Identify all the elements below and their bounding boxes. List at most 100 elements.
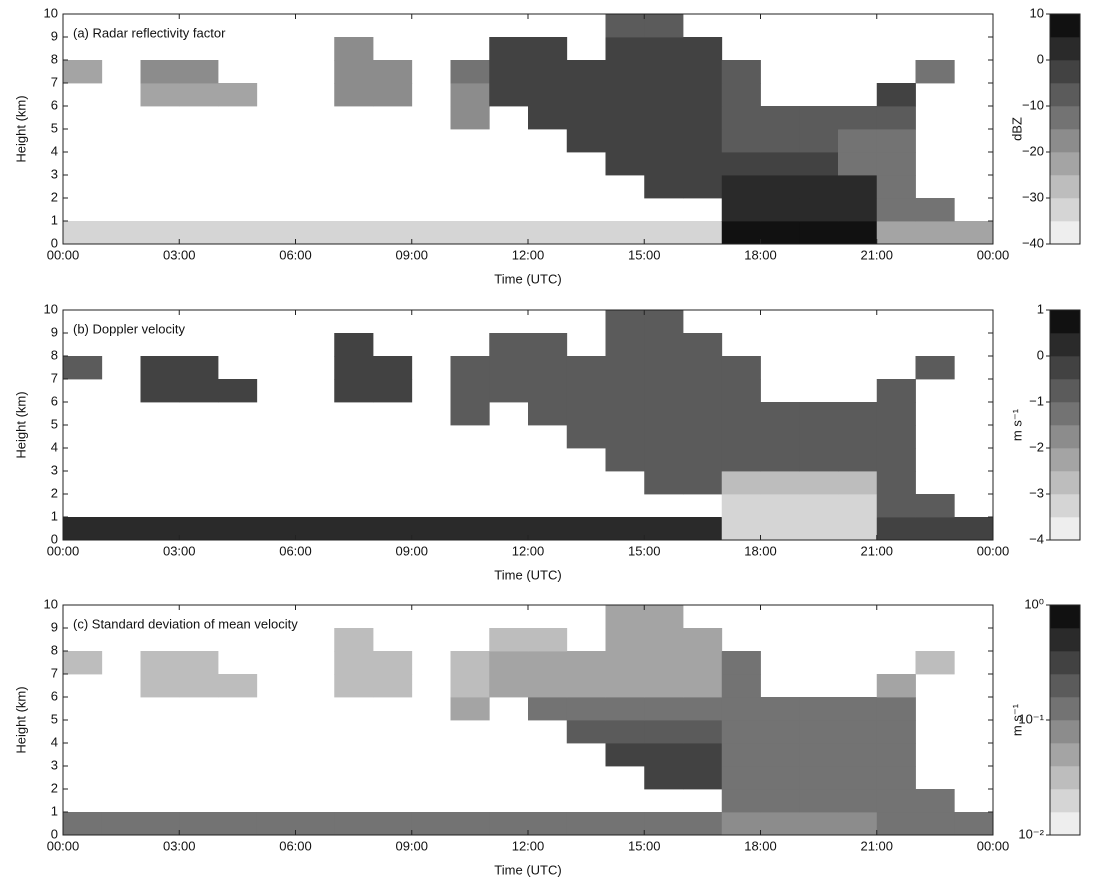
cell <box>489 83 529 107</box>
y-tick-label: 1 <box>51 508 58 523</box>
cell <box>721 471 761 495</box>
cell <box>915 494 955 518</box>
colorbar-step <box>1050 674 1080 698</box>
cell <box>528 812 568 836</box>
x-tick-label: 15:00 <box>628 247 661 262</box>
cell <box>799 129 839 153</box>
cell <box>566 402 606 426</box>
cell <box>605 310 645 334</box>
cell <box>605 129 645 153</box>
cell <box>683 152 723 176</box>
colorbar-step <box>1050 83 1080 107</box>
cell <box>876 425 916 449</box>
cell <box>644 697 684 721</box>
cell <box>334 812 374 836</box>
colorbar-step <box>1050 697 1080 721</box>
cell <box>566 221 606 245</box>
cell <box>334 37 374 61</box>
cell <box>876 812 916 836</box>
colorbar-tick-label: 10⁰ <box>1024 596 1044 611</box>
y-axis-label: Height (km) <box>13 686 28 753</box>
cell <box>566 106 606 130</box>
y-tick-label: 9 <box>51 619 58 634</box>
cell <box>876 106 916 130</box>
x-tick-label: 09:00 <box>395 543 428 558</box>
cell <box>838 812 878 836</box>
cell <box>799 517 839 541</box>
cell <box>179 221 219 245</box>
colorbar-step <box>1050 221 1080 245</box>
cell <box>373 651 413 675</box>
cell <box>334 83 374 107</box>
cell <box>101 517 141 541</box>
cell <box>334 379 374 403</box>
cell <box>140 60 180 84</box>
y-tick-label: 8 <box>51 51 58 66</box>
cell <box>566 379 606 403</box>
cell <box>179 517 219 541</box>
colorbar-step <box>1050 175 1080 199</box>
colorbar-step <box>1050 628 1080 652</box>
cell <box>760 221 800 245</box>
colorbar-step <box>1050 333 1080 357</box>
cell <box>838 152 878 176</box>
cell <box>760 175 800 199</box>
cell <box>295 517 335 541</box>
cell <box>799 720 839 744</box>
colorbar-frame <box>1049 309 1081 541</box>
cell <box>799 743 839 767</box>
cell <box>605 674 645 698</box>
cell <box>721 720 761 744</box>
y-tick-label: 6 <box>51 393 58 408</box>
colorbar-tick-label: −20 <box>1022 143 1044 158</box>
y-axis-label: Height (km) <box>13 391 28 458</box>
cell <box>838 106 878 130</box>
cell <box>63 356 103 380</box>
cell <box>63 221 103 245</box>
cell <box>605 697 645 721</box>
cell <box>644 14 684 38</box>
cell <box>683 766 723 790</box>
cell <box>838 402 878 426</box>
cell <box>140 356 180 380</box>
x-tick-label: 15:00 <box>628 543 661 558</box>
cell <box>605 743 645 767</box>
y-tick-label: 10 <box>44 5 58 20</box>
x-axis-label: Time (UTC) <box>494 567 561 582</box>
cell <box>760 766 800 790</box>
cell <box>799 812 839 836</box>
cell <box>683 448 723 472</box>
y-tick-label: 5 <box>51 120 58 135</box>
cell <box>760 720 800 744</box>
cell <box>915 198 955 222</box>
cell <box>605 356 645 380</box>
cell <box>683 425 723 449</box>
y-tick-label: 7 <box>51 370 58 385</box>
y-tick-label: 9 <box>51 28 58 43</box>
cell <box>838 425 878 449</box>
cell <box>140 83 180 107</box>
x-tick-label: 06:00 <box>279 543 312 558</box>
cell <box>218 221 258 245</box>
y-tick-label: 6 <box>51 688 58 703</box>
cell <box>528 651 568 675</box>
cell <box>373 674 413 698</box>
cell <box>876 494 916 518</box>
cell <box>721 356 761 380</box>
cell <box>915 812 955 836</box>
cell <box>644 175 684 199</box>
y-tick-label: 4 <box>51 734 58 749</box>
colorbar-label: m s⁻¹ <box>1009 408 1024 441</box>
x-tick-label: 21:00 <box>860 838 893 853</box>
cell <box>334 333 374 357</box>
colorbar-step <box>1050 198 1080 222</box>
cell <box>838 198 878 222</box>
y-tick-label: 3 <box>51 166 58 181</box>
cell <box>450 402 490 426</box>
y-tick-label: 1 <box>51 803 58 818</box>
cell <box>566 697 606 721</box>
cell <box>644 106 684 130</box>
cell <box>683 379 723 403</box>
